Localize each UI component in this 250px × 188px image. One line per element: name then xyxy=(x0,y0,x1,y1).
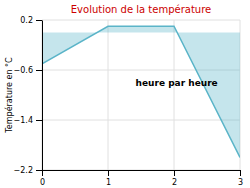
tick-mark xyxy=(36,20,42,21)
grid-line xyxy=(42,170,240,171)
tick-label: 3 xyxy=(238,178,243,187)
tick-mark xyxy=(36,170,42,171)
tick-mark xyxy=(36,120,42,121)
axis-line xyxy=(42,21,43,171)
x-axis: 0 1 2 3 xyxy=(40,170,243,187)
tick-mark xyxy=(42,170,43,176)
tick: 1 xyxy=(106,170,111,187)
grid-line xyxy=(174,20,175,170)
title: Evolution de la température xyxy=(71,4,211,15)
grid-line xyxy=(42,20,240,21)
grid-line xyxy=(42,120,240,121)
tick: 0.2 xyxy=(20,16,42,25)
plot: 0 1 2 3 0.2 −0.6 −1.4 −2.2 xyxy=(14,16,243,187)
axis-line xyxy=(43,170,241,171)
chart: 0 1 2 3 0.2 −0.6 −1.4 −2.2 Evolution de la tempé… xyxy=(0,0,250,188)
y-axis: 0.2 −0.6 −1.4 −2.2 xyxy=(14,16,43,175)
y-axis-title: Température en °C xyxy=(4,57,14,134)
tick-mark xyxy=(174,170,175,176)
tick: −0.6 xyxy=(14,66,42,75)
marks xyxy=(42,26,240,157)
tick-label: −0.6 xyxy=(14,66,33,75)
tick-label: 2 xyxy=(172,178,177,187)
tick-mark xyxy=(108,170,109,176)
tick-mark xyxy=(36,70,42,71)
annotation: heure par heure xyxy=(136,78,218,88)
grid xyxy=(42,20,240,170)
tick-mark xyxy=(240,170,241,176)
area xyxy=(42,26,240,157)
tick-label: 0.2 xyxy=(20,16,33,25)
line xyxy=(42,26,240,157)
tick: −1.4 xyxy=(14,116,42,125)
tick: 0 xyxy=(40,170,45,187)
tick: 3 xyxy=(238,170,243,187)
tick-label: 0 xyxy=(40,178,45,187)
tick-label: −1.4 xyxy=(14,116,33,125)
tick-label: −2.2 xyxy=(14,166,33,175)
tick: 2 xyxy=(172,170,177,187)
tick-label: 1 xyxy=(106,178,111,187)
tick: −2.2 xyxy=(14,166,42,175)
grid-line xyxy=(42,20,43,170)
grid-line xyxy=(108,20,109,170)
